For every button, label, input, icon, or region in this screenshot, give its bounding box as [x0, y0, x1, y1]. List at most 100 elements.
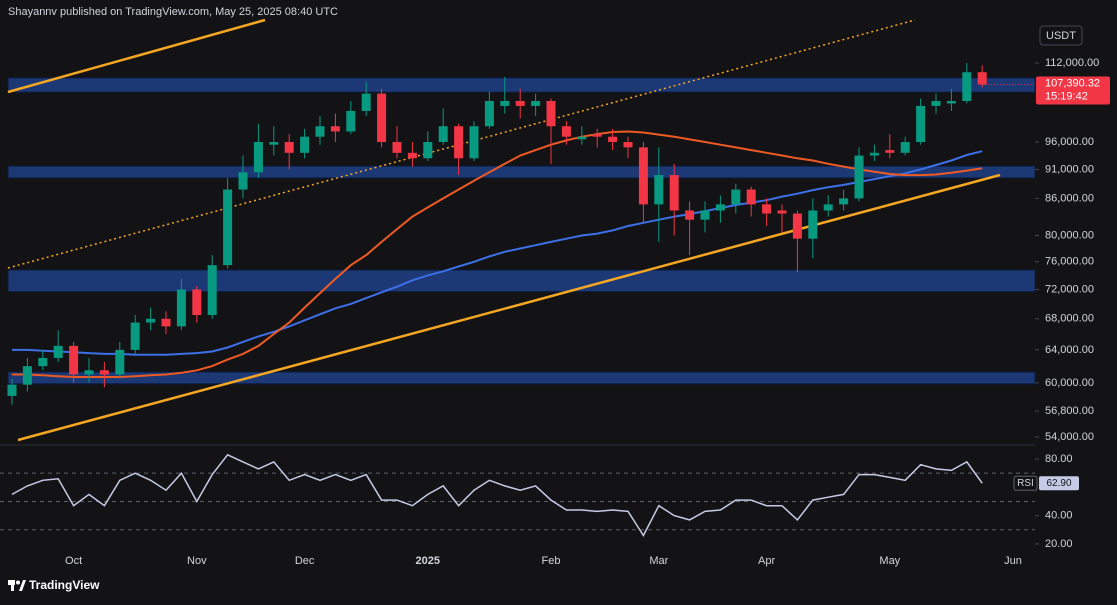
x-tick-label: May [879, 555, 900, 567]
countdown-label: 15:19:42 [1045, 90, 1088, 102]
y-tick-label: 68,000.00 [1045, 313, 1094, 325]
candle-body [223, 189, 233, 266]
candle-body [962, 72, 972, 101]
candle-body [115, 349, 125, 375]
candle-body [438, 126, 448, 143]
price-axis: 112,000.00 96,000.00 91,000.00 86,000.00 80,… [1035, 57, 1099, 443]
candle-body [746, 189, 756, 205]
candle-body [608, 136, 618, 143]
support-zone [7, 269, 1036, 293]
candle-body [823, 204, 833, 211]
candle-body [454, 126, 464, 159]
candle-body [346, 110, 356, 132]
candle-body [300, 136, 310, 153]
rsi-name-box [1013, 475, 1038, 491]
candle-body [269, 142, 279, 145]
candles [7, 62, 987, 405]
candle-body [839, 198, 849, 205]
candle-body [854, 155, 864, 199]
y-tick-label: 80,000.00 [1045, 229, 1094, 241]
currency-box [1039, 25, 1083, 46]
candle-body [869, 152, 879, 156]
candle-body [22, 366, 32, 385]
candle-body [392, 142, 402, 153]
candle-body [284, 142, 294, 153]
candle-body [577, 136, 587, 140]
support-zone [7, 77, 1036, 93]
candle-body [916, 105, 926, 143]
y-tick-label: 86,000.00 [1045, 192, 1094, 204]
rsi-value-box [1039, 476, 1079, 491]
rsi-y-tick-label: 40.00 [1045, 510, 1073, 522]
x-tick-label: Jun [1004, 555, 1022, 567]
candle-body [900, 142, 910, 153]
candle-body [361, 93, 371, 111]
candle-body [885, 150, 895, 153]
support-zone [7, 165, 1036, 179]
candle-body [931, 100, 941, 106]
last-price-label: 107,390.32 [1045, 77, 1100, 89]
support-zone [7, 371, 1036, 385]
candle-body [423, 142, 433, 159]
y-tick-label: 60,000.00 [1045, 377, 1094, 389]
candle-body [161, 318, 171, 327]
candle-body [377, 93, 387, 143]
candle-body [130, 322, 140, 350]
candle-body [623, 142, 633, 148]
y-tick-label: 112,000.00 [1045, 57, 1099, 69]
candle-body [192, 289, 202, 316]
y-tick-label: 54,000.00 [1045, 431, 1094, 443]
candle-body [592, 134, 602, 137]
candle-body [777, 210, 787, 214]
moving-average-line [12, 150, 983, 356]
currency-label: USDT [1046, 30, 1076, 42]
moving-averages [12, 130, 983, 378]
rsi-y-tick-label: 20.00 [1045, 538, 1073, 550]
candle-body [146, 318, 156, 323]
footer-logo [8, 580, 26, 591]
candle-body [808, 210, 818, 239]
candle-body [792, 213, 802, 239]
candle-body [500, 100, 510, 106]
candle-body [176, 289, 186, 327]
rsi-line [11, 453, 983, 538]
candle-body [407, 152, 417, 159]
candle-body [731, 189, 741, 205]
candle-body [99, 370, 109, 375]
y-tick-label: 56,800.00 [1045, 405, 1094, 417]
y-tick-label: 91,000.00 [1045, 163, 1094, 175]
candle-body [638, 147, 648, 205]
candle-body [84, 370, 94, 375]
footer-brand: TradingView [29, 578, 100, 592]
candle-body [253, 142, 263, 173]
candle-body [330, 126, 340, 132]
candle-body [977, 72, 987, 85]
x-tick-label: Feb [542, 555, 561, 567]
y-tick-label: 72,000.00 [1045, 283, 1094, 295]
lower-trend-line [17, 173, 1001, 442]
candle-body [654, 175, 664, 205]
candle-body [685, 210, 695, 220]
candle-body [7, 384, 17, 396]
x-tick-label: 2025 [416, 555, 440, 567]
candle-body [238, 172, 248, 190]
x-tick-label: Apr [758, 555, 775, 567]
candle-body [561, 126, 571, 137]
last-price-box [1036, 76, 1110, 105]
x-tick-label: Oct [65, 555, 82, 567]
candle-body [69, 345, 79, 375]
y-tick-label: 96,000.00 [1045, 136, 1094, 148]
zones [7, 77, 1036, 385]
candle-body [53, 345, 63, 358]
candle-body [515, 100, 525, 106]
candle-body [484, 100, 494, 127]
candle-body [469, 126, 479, 159]
rsi-name: RSI [1017, 478, 1034, 489]
candle-body [669, 175, 679, 211]
candle-body [946, 100, 956, 104]
x-tick-label: Nov [187, 555, 207, 567]
upper-trend-line [7, 18, 266, 94]
